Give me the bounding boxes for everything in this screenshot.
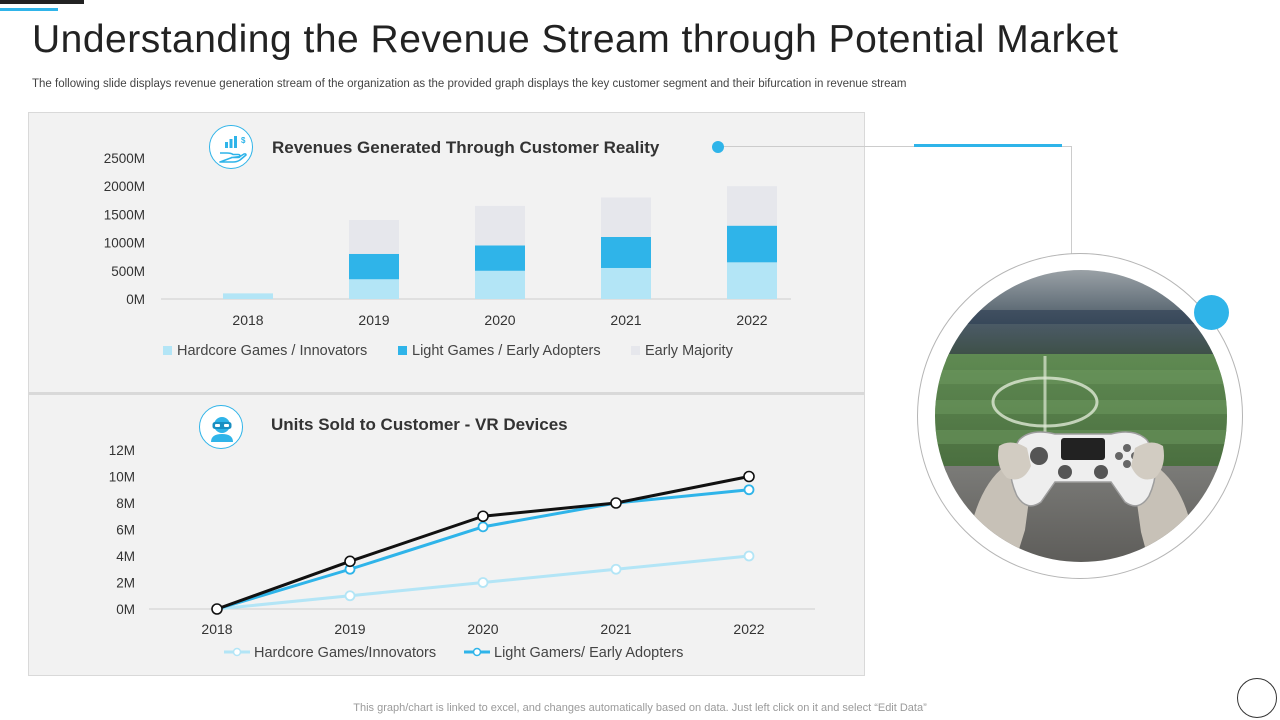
gamer-controller-photo bbox=[935, 270, 1227, 562]
legend-label: Light Gamers/ Early Adopters bbox=[494, 645, 683, 661]
data-point bbox=[743, 470, 755, 483]
data-point bbox=[211, 603, 223, 615]
hand-money-chart-icon: $ bbox=[209, 125, 253, 169]
connector-dot bbox=[712, 141, 724, 153]
bar-segment bbox=[349, 279, 399, 299]
y-tick-label: 2M bbox=[116, 576, 135, 591]
revenue-chart-panel[interactable]: Revenues Generated Through Customer Real… bbox=[28, 112, 865, 393]
panel-divider bbox=[28, 392, 865, 395]
legend-swatch bbox=[398, 346, 407, 355]
connector-line-vertical bbox=[1071, 146, 1072, 254]
page-subtitle: The following slide displays revenue gen… bbox=[32, 78, 907, 90]
page-title: Understanding the Revenue Stream through… bbox=[32, 18, 1119, 61]
x-tick-label: 2022 bbox=[736, 312, 767, 328]
legend-swatch bbox=[631, 346, 640, 355]
top-accent-bar-blue bbox=[0, 8, 58, 11]
x-tick-label: 2018 bbox=[201, 621, 232, 637]
bar-segment bbox=[223, 293, 273, 299]
bar-segment bbox=[601, 236, 651, 268]
y-tick-label: 2500M bbox=[104, 151, 145, 166]
bar-segment bbox=[727, 225, 777, 263]
units-chart-panel[interactable]: Units Sold to Customer - VR Devices 0M 2M 4… bbox=[28, 394, 865, 676]
x-tick-label: 2021 bbox=[610, 312, 641, 328]
data-point bbox=[610, 563, 622, 575]
x-tick-label: 2019 bbox=[334, 621, 365, 637]
y-tick-label: 0M bbox=[126, 292, 145, 307]
bar-segment bbox=[349, 253, 399, 280]
y-tick-label: 12M bbox=[109, 443, 135, 458]
bar-segment bbox=[601, 267, 651, 299]
series-line bbox=[216, 488, 750, 611]
legend-label: Early Majority bbox=[645, 343, 734, 359]
y-tick-label: 2000M bbox=[104, 179, 145, 194]
y-tick-label: 1500M bbox=[104, 207, 145, 222]
data-point bbox=[344, 555, 356, 568]
connector-line-horizontal bbox=[724, 146, 1072, 147]
data-point bbox=[743, 550, 755, 562]
y-tick-label: 8M bbox=[116, 496, 135, 511]
bar-segment bbox=[475, 270, 525, 299]
legend-label: Hardcore Games/Innovators bbox=[254, 645, 436, 661]
data-point bbox=[743, 484, 755, 496]
bar-segment bbox=[601, 197, 651, 237]
legend-marker bbox=[472, 647, 482, 657]
legend-marker bbox=[232, 647, 242, 657]
legend-label: Hardcore Games / Innovators bbox=[177, 343, 367, 359]
y-tick-label: 6M bbox=[116, 523, 135, 538]
bar-segment bbox=[727, 186, 777, 226]
legend-label: Light Games / Early Adopters bbox=[412, 343, 601, 359]
top-accent-bar-dark bbox=[0, 0, 84, 4]
legend-swatch bbox=[163, 346, 172, 355]
x-tick-label: 2022 bbox=[733, 621, 764, 637]
y-tick-label: 500M bbox=[111, 264, 145, 279]
chart-title: Units Sold to Customer - VR Devices bbox=[271, 415, 568, 434]
y-tick-label: 4M bbox=[116, 549, 135, 564]
corner-circle-decoration bbox=[1237, 678, 1277, 718]
bar-segment bbox=[349, 220, 399, 254]
bar-segment bbox=[727, 262, 777, 299]
bar-segment bbox=[475, 245, 525, 271]
x-tick-label: 2020 bbox=[484, 312, 515, 328]
data-point bbox=[344, 590, 356, 602]
units-line-chart[interactable]: Units Sold to Customer - VR Devices 0M 2M 4… bbox=[29, 395, 866, 677]
chart-title: Revenues Generated Through Customer Real… bbox=[272, 138, 660, 157]
photo-accent-dot bbox=[1194, 295, 1229, 330]
x-tick-label: 2021 bbox=[600, 621, 631, 637]
y-tick-label: 10M bbox=[109, 470, 135, 485]
svg-text:$: $ bbox=[241, 136, 246, 145]
data-point bbox=[477, 510, 489, 523]
x-tick-label: 2020 bbox=[467, 621, 498, 637]
x-tick-label: 2019 bbox=[358, 312, 389, 328]
data-point bbox=[477, 577, 489, 588]
y-tick-label: 1000M bbox=[104, 236, 145, 251]
y-tick-label: 0M bbox=[116, 602, 135, 617]
revenue-bar-chart[interactable]: Revenues Generated Through Customer Real… bbox=[29, 113, 866, 394]
x-tick-label: 2018 bbox=[232, 312, 263, 328]
data-point bbox=[610, 497, 622, 509]
vr-headset-user-icon bbox=[199, 405, 243, 449]
connector-accent-line bbox=[914, 144, 1062, 147]
bar-segment bbox=[475, 205, 525, 246]
data-point bbox=[477, 521, 489, 533]
footer-note: This graph/chart is linked to excel, and… bbox=[353, 702, 927, 714]
